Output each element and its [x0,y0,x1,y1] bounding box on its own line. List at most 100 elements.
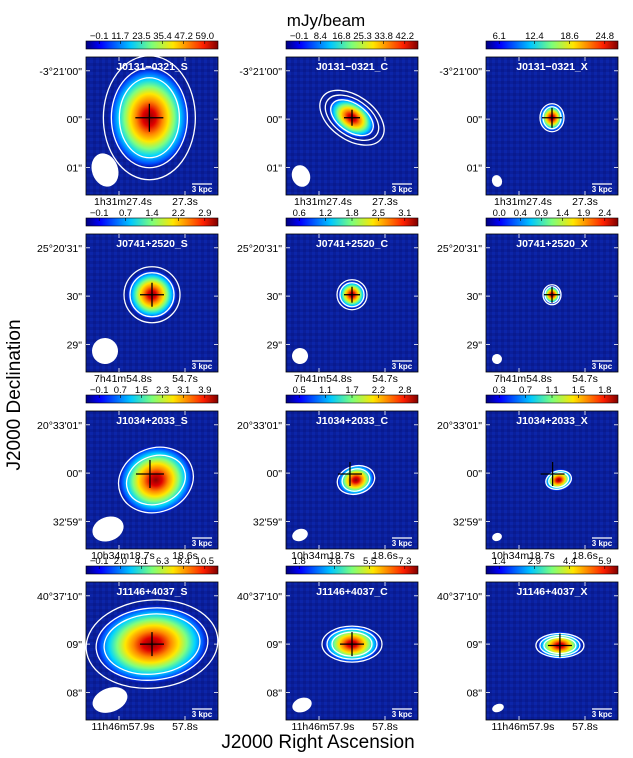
scale-bar-label: 3 kpc [192,185,213,194]
colorbar-tick-label: 10.5 [196,556,215,567]
colorbar-tick-label: 1.5 [135,385,148,396]
dec-tick-label: -3°21'00" [239,66,282,78]
panel-title: J1146+4037_S [117,586,188,598]
colorbar-tick-label: 3.1 [177,385,190,396]
dec-tick-label: -3°21'00" [39,66,82,78]
colorbar-tick-label: −0.1 [90,556,109,567]
scale-bar-label: 3 kpc [392,539,413,548]
ra-tick-label: 11h46m57.9s [492,721,555,733]
panel-title: J1146+4037_X [517,586,588,598]
panel-grid: −0.1 11.7 23.5 35.4 47.2 59.03 kpcJ0131−0321_… [37,31,619,733]
source-emission [117,444,195,516]
colorbar [85,40,219,50]
contour [326,628,378,660]
dec-tick-label: 25°20'31" [237,243,282,255]
dec-tick-label: 01" [67,162,83,174]
colorbar-tick-label: 1.4 [493,556,506,567]
image-panel: 1.8 3.6 5.5 7.3 3 kpc J1146+4037_C 40°37'10" 09… [237,556,419,733]
colorbar-tick-label: 2.2 [372,385,385,396]
scale-bar-label: 3 kpc [592,539,613,548]
colorbar-tick-label: 11.7 [111,31,129,42]
ra-tick-label: 1h31m27.4s [94,196,152,208]
colorbar-tick-label: 42.2 [396,31,415,42]
colorbar-tick-label: −0.1 [90,31,109,42]
dec-tick-label: 09" [67,639,83,651]
contour [102,55,197,181]
dec-tick-label: 32'59" [453,516,482,528]
dec-tick-label: 01" [267,162,283,174]
beam-ellipse [291,165,311,187]
dec-tick-label: 29" [467,339,483,351]
colorbar-tick-label: 18.6 [560,31,579,42]
panel-row: −0.1 11.7 23.5 35.4 47.2 59.03 kpcJ0131−0321_… [39,31,619,208]
colorbar [85,394,219,404]
image-panel: −0.1 11.7 23.5 35.4 47.2 59.0 3 kpc J0131−0321_… [39,31,219,208]
dec-tick-label: 29" [67,339,83,351]
beam-ellipse [492,354,502,364]
dec-tick-label: 09" [467,639,483,651]
dec-tick-label: 00" [467,468,483,480]
image-panel: 0.6 1.2 1.8 2.5 3.1 3 kpc J0741+2520_C 25°20'31… [237,208,419,385]
colorbar-tick-label: 1.8 [345,208,358,219]
dec-tick-label: 40°37'10" [437,591,482,603]
ra-tick-label: 7h41m54.8s [294,373,352,385]
contour [319,89,385,146]
ra-tick-label: 11h46m57.9s [292,721,355,733]
contour [324,94,380,142]
dec-tick-label: 00" [67,114,83,126]
panel-title: J1034+2033_C [316,415,389,427]
colorbar-tick-label: 2.0 [114,556,127,567]
ra-tick-label: 18.6s [372,550,398,562]
dec-tick-label: 40°37'10" [37,591,82,603]
scale-bar-label: 3 kpc [192,362,213,371]
ra-tick-label: 57.8s [172,721,198,733]
beam-ellipse [91,153,119,187]
scale-bar-label: 3 kpc [192,710,213,719]
colorbar-tick-label: 4.1 [135,556,148,567]
dec-tick-label: 30" [467,291,483,303]
colorbar-tick-label: 1.4 [145,208,158,219]
contour [129,272,175,318]
colorbar-tick-label: 1.8 [293,556,306,567]
colorbar-tick-label: 0.7 [519,385,532,396]
colorbar-tick-label: 3.1 [398,208,411,219]
contour [123,266,181,324]
contour [539,103,565,133]
colorbar-tick-label: −0.1 [90,385,109,396]
contour [339,282,365,308]
ra-tick-label: 10h34m18.7s [291,550,355,562]
ra-tick-label: 54.7s [172,373,198,385]
dec-tick-label: 30" [267,291,283,303]
colorbar-tick-label: 35.4 [153,31,172,42]
colorbar-tick-label: 1.8 [598,385,611,396]
colorbar-tick-label: 0.7 [114,385,127,396]
colorbar-tick-label: 0.7 [119,208,132,219]
colorbar-tick-label: −0.1 [290,31,309,42]
colorbar-tick-label: 2.9 [528,556,541,567]
beam-ellipse [292,348,308,364]
dec-tick-label: 29" [267,339,283,351]
dec-tick-label: 25°20'31" [437,243,482,255]
colorbar-tick-label: 23.5 [132,31,151,42]
panel-row: −0.1 2.0 4.1 6.3 8.4 10.5 3 kpc J1146+4037_S 40°… [37,556,619,733]
contour [118,77,181,159]
colorbar-tick-label: 1.1 [545,385,558,396]
colorbar-tick-label: 16.8 [332,31,351,42]
panel-title: J0131−0321_X [516,61,588,73]
contour [110,67,189,169]
dec-tick-label: 32'59" [253,516,282,528]
dec-tick-label: 00" [267,114,283,126]
colorbar-tick-label: 4.4 [563,556,576,567]
contour [548,472,570,488]
panel-title: J1034+2033_X [516,415,588,427]
panel-title: J1034+2033_S [116,415,188,427]
panel-title: J0741+2520_S [116,238,188,250]
colorbar-tick-label: 6.1 [493,31,506,42]
image-panel: −0.1 0.7 1.4 2.2 2.9 3 kpc J0741+2520_S 25°20'3… [37,208,219,385]
beam-ellipse [491,175,503,187]
dec-tick-label: 00" [67,468,83,480]
beam-ellipse [92,687,128,713]
dec-tick-label: 09" [267,639,283,651]
